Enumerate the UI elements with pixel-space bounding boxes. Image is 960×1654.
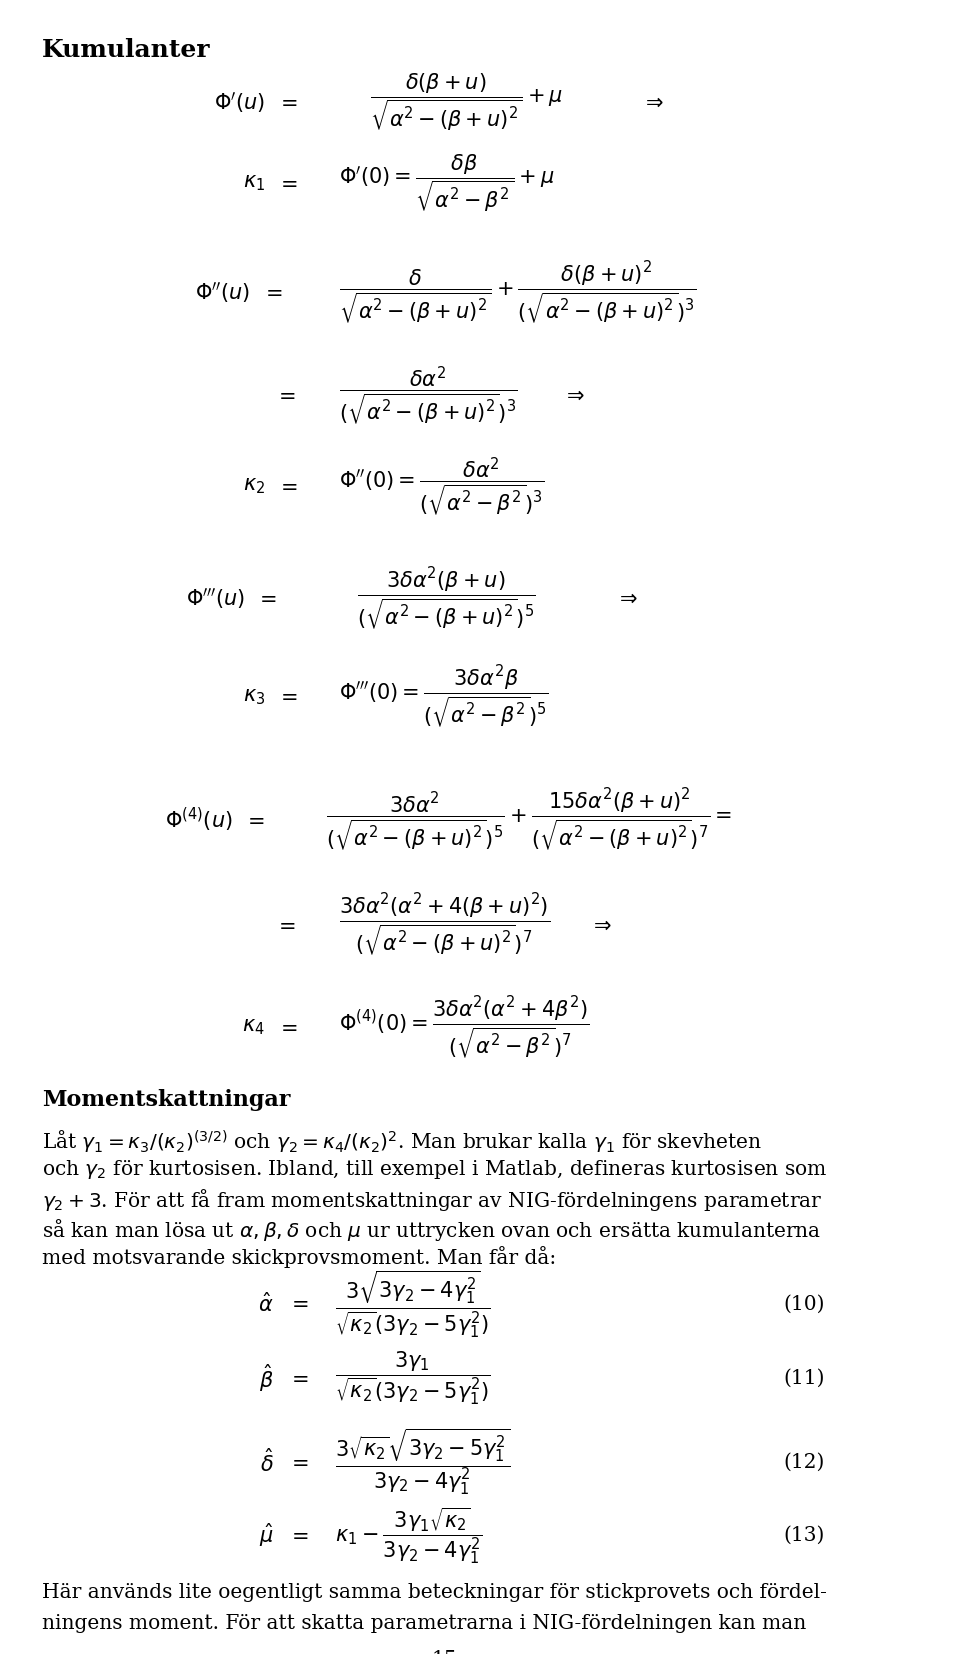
Text: $\Rightarrow$: $\Rightarrow$: [641, 93, 663, 112]
Text: $=$: $=$: [243, 810, 265, 830]
Text: $\dfrac{3\delta\alpha^2(\beta+u)}{(\sqrt{\alpha^2-(\beta+u)^2})^5}$: $\dfrac{3\delta\alpha^2(\beta+u)}{(\sqrt…: [357, 566, 536, 632]
Text: $=$: $=$: [287, 1452, 308, 1472]
Text: ningens moment. För att skatta parametrarna i NIG-fördelningen kan man: ningens moment. För att skatta parametra…: [42, 1614, 806, 1632]
Text: med motsvarande skickprovsmoment. Man får då:: med motsvarande skickprovsmoment. Man få…: [42, 1247, 556, 1269]
Text: $=$: $=$: [255, 589, 276, 609]
Text: $\kappa_1 - \dfrac{3\gamma_1\sqrt{\kappa_2}}{3\gamma_2-4\gamma_1^2}$: $\kappa_1 - \dfrac{3\gamma_1\sqrt{\kappa…: [335, 1505, 483, 1566]
Text: $\Rightarrow$: $\Rightarrow$: [563, 385, 585, 405]
Text: $\dfrac{3\sqrt{\kappa_2}\sqrt{3\gamma_2-5\gamma_1^2}}{3\gamma_2-4\gamma_1^2}$: $\dfrac{3\sqrt{\kappa_2}\sqrt{3\gamma_2-…: [335, 1427, 511, 1497]
Text: 15: 15: [431, 1651, 457, 1654]
Text: $=$: $=$: [276, 476, 297, 496]
Text: $\Phi''(u)$: $\Phi''(u)$: [195, 281, 251, 306]
Text: $=$: $=$: [275, 385, 296, 405]
Text: $=$: $=$: [287, 1525, 308, 1545]
Text: $=$: $=$: [287, 1368, 308, 1388]
Text: så kan man lösa ut $\alpha, \beta, \delta$ och $\mu$ ur uttrycken ovan och ersät: så kan man lösa ut $\alpha, \beta, \delt…: [42, 1217, 821, 1242]
Text: $=$: $=$: [276, 688, 297, 706]
Text: $\gamma_2+3$. För att få fram momentskattningar av NIG-fördelningens parametrar: $\gamma_2+3$. För att få fram momentskat…: [42, 1188, 823, 1214]
Text: Momentskattningar: Momentskattningar: [42, 1090, 290, 1111]
Text: (13): (13): [783, 1525, 825, 1545]
Text: $=$: $=$: [261, 283, 282, 303]
Text: $=$: $=$: [275, 916, 296, 935]
Text: $\kappa_3$: $\kappa_3$: [243, 686, 265, 706]
Text: (12): (12): [783, 1452, 825, 1472]
Text: Här används lite oegentligt samma beteckningar för stickprovets och fördel-: Här används lite oegentligt samma beteck…: [42, 1583, 827, 1601]
Text: $\Phi'(u)$: $\Phi'(u)$: [214, 89, 265, 114]
Text: $\kappa_4$: $\kappa_4$: [242, 1017, 265, 1037]
Text: $\dfrac{\delta(\beta + u)}{\sqrt{\alpha^2-(\beta+u)^2}}+\mu$: $\dfrac{\delta(\beta + u)}{\sqrt{\alpha^…: [370, 71, 564, 132]
Text: Kumulanter: Kumulanter: [42, 38, 210, 61]
Text: $\Phi''(0) = \dfrac{\delta\alpha^2}{(\sqrt{\alpha^2-\beta^2})^3}$: $\Phi''(0) = \dfrac{\delta\alpha^2}{(\sq…: [340, 455, 545, 518]
Text: $\Phi^{(4)}(0) = \dfrac{3\delta\alpha^2(\alpha^2+4\beta^2)}{(\sqrt{\alpha^2-\bet: $\Phi^{(4)}(0) = \dfrac{3\delta\alpha^2(…: [340, 994, 589, 1060]
Text: $\hat{\delta}$: $\hat{\delta}$: [260, 1449, 274, 1475]
Text: $=$: $=$: [276, 1019, 297, 1037]
Text: $\hat{\beta}$: $\hat{\beta}$: [259, 1363, 274, 1394]
Text: $\dfrac{3\gamma_1}{\sqrt{\kappa_2}(3\gamma_2-5\gamma_1^2)}$: $\dfrac{3\gamma_1}{\sqrt{\kappa_2}(3\gam…: [335, 1350, 491, 1408]
Text: $=$: $=$: [276, 93, 297, 112]
Text: $\dfrac{3\delta\alpha^2(\alpha^2+4(\beta+u)^2)}{(\sqrt{\alpha^2-(\beta+u)^2})^7}: $\dfrac{3\delta\alpha^2(\alpha^2+4(\beta…: [340, 892, 550, 958]
Text: $=$: $=$: [287, 1295, 308, 1313]
Text: $\dfrac{3\sqrt{3\gamma_2-4\gamma_1^2}}{\sqrt{\kappa_2}(3\gamma_2-5\gamma_1^2)}$: $\dfrac{3\sqrt{3\gamma_2-4\gamma_1^2}}{\…: [335, 1269, 491, 1340]
Text: $\dfrac{\delta}{\sqrt{\alpha^2-(\beta+u)^2}}+\dfrac{\delta(\beta+u)^2}{(\sqrt{\a: $\dfrac{\delta}{\sqrt{\alpha^2-(\beta+u)…: [340, 260, 697, 326]
Text: och $\gamma_2$ för kurtosisen. Ibland, till exempel i Matlab, defineras kurtosis: och $\gamma_2$ för kurtosisen. Ibland, t…: [42, 1158, 828, 1181]
Text: $\kappa_1$: $\kappa_1$: [243, 174, 265, 194]
Text: $\hat{\mu}$: $\hat{\mu}$: [259, 1522, 274, 1550]
Text: $\kappa_2$: $\kappa_2$: [243, 476, 265, 496]
Text: $\dfrac{\delta\alpha^2}{(\sqrt{\alpha^2-(\beta+u)^2})^3}$: $\dfrac{\delta\alpha^2}{(\sqrt{\alpha^2-…: [340, 364, 518, 427]
Text: $\Phi^{(4)}(u)$: $\Phi^{(4)}(u)$: [165, 805, 232, 834]
Text: $=$: $=$: [276, 174, 297, 194]
Text: $\dfrac{3\delta\alpha^2}{(\sqrt{\alpha^2-(\beta+u)^2})^5}+\dfrac{15\delta\alpha^: $\dfrac{3\delta\alpha^2}{(\sqrt{\alpha^2…: [326, 787, 732, 853]
Text: (11): (11): [783, 1368, 825, 1388]
Text: $\Phi'''(u)$: $\Phi'''(u)$: [186, 586, 245, 610]
Text: (10): (10): [783, 1295, 825, 1313]
Text: $\Rightarrow$: $\Rightarrow$: [588, 916, 612, 935]
Text: Låt $\gamma_1 = \kappa_3/(\kappa_2)^{(3/2)}$ och $\gamma_2 = \kappa_4/(\kappa_2): Låt $\gamma_1 = \kappa_3/(\kappa_2)^{(3/…: [42, 1128, 761, 1156]
Text: $\hat{\alpha}$: $\hat{\alpha}$: [258, 1292, 274, 1315]
Text: $\Rightarrow$: $\Rightarrow$: [615, 589, 637, 609]
Text: $\Phi'''(0) = \dfrac{3\delta\alpha^2\beta}{(\sqrt{\alpha^2-\beta^2})^5}$: $\Phi'''(0) = \dfrac{3\delta\alpha^2\bet…: [340, 663, 549, 729]
Text: $\Phi'(0) = \dfrac{\delta\beta}{\sqrt{\alpha^2-\beta^2}}+\mu$: $\Phi'(0) = \dfrac{\delta\beta}{\sqrt{\a…: [340, 154, 555, 215]
